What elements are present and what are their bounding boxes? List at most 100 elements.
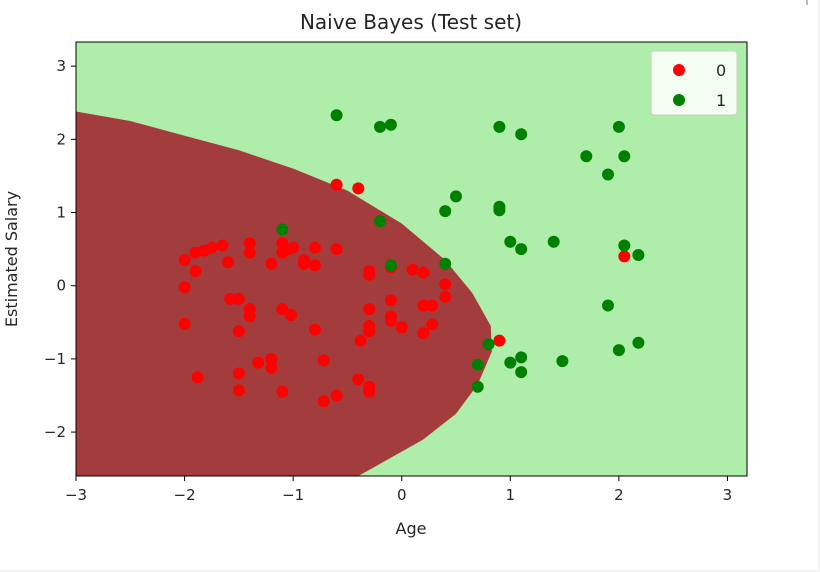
data-point-class-0 <box>224 292 237 305</box>
data-point-class-0 <box>308 241 321 254</box>
data-point-class-1 <box>504 356 517 369</box>
resize-grip-icon <box>796 0 808 5</box>
data-point-class-1 <box>612 344 625 357</box>
data-point-class-0 <box>406 263 419 276</box>
data-point-class-0 <box>189 265 202 278</box>
legend: 0 1 <box>650 50 738 116</box>
data-point-class-0 <box>417 299 430 312</box>
x-tick-label: 1 <box>506 486 516 504</box>
y-tick-label: 3 <box>56 57 66 75</box>
legend-marker-class-0 <box>673 64 685 76</box>
x-tick-label: 2 <box>614 486 624 504</box>
data-point-class-1 <box>632 336 645 349</box>
data-point-class-0 <box>439 290 452 303</box>
window-top-strip <box>0 0 820 8</box>
data-point-class-1 <box>493 204 506 217</box>
data-point-class-0 <box>205 241 218 254</box>
data-point-class-1 <box>493 120 506 133</box>
data-point-class-0 <box>191 371 204 384</box>
legend-label-class-1: 1 <box>716 91 726 110</box>
y-tick-label: −2 <box>44 423 66 441</box>
chart-title: Naive Bayes (Test set) <box>300 10 522 34</box>
data-point-class-1 <box>384 259 397 272</box>
data-point-class-0 <box>298 257 310 270</box>
legend-box <box>650 50 738 116</box>
data-point-class-1 <box>330 109 343 122</box>
data-point-class-0 <box>178 317 191 330</box>
data-point-class-0 <box>243 310 256 323</box>
data-point-class-0 <box>265 257 278 270</box>
data-point-class-0 <box>265 352 278 365</box>
data-point-class-0 <box>384 314 397 327</box>
x-tick-label: 0 <box>397 486 407 504</box>
data-point-class-1 <box>504 235 517 248</box>
data-point-class-1 <box>547 235 560 248</box>
data-point-class-1 <box>439 205 452 218</box>
data-point-class-0 <box>243 246 256 259</box>
data-point-class-0 <box>276 385 289 398</box>
data-point-class-1 <box>374 215 386 228</box>
data-point-class-1 <box>471 358 484 371</box>
data-point-class-1 <box>602 168 614 181</box>
data-point-class-0 <box>287 241 300 254</box>
data-point-class-1 <box>556 355 569 368</box>
data-point-class-0 <box>439 278 452 291</box>
data-point-class-0 <box>352 373 365 386</box>
data-point-class-1 <box>515 366 528 379</box>
data-point-class-1 <box>632 249 645 261</box>
data-point-class-1 <box>618 150 631 163</box>
legend-label-class-0: 0 <box>716 61 726 80</box>
x-tick-label: −3 <box>65 486 87 504</box>
data-point-class-0 <box>308 323 321 336</box>
data-point-class-1 <box>439 257 452 270</box>
plot-frame <box>75 41 748 477</box>
data-point-class-0 <box>330 389 343 402</box>
data-point-class-0 <box>178 281 191 294</box>
y-tick-label: 1 <box>56 204 66 222</box>
data-point-class-0 <box>363 325 376 338</box>
data-point-class-0 <box>417 327 430 340</box>
class-0-region <box>76 111 492 476</box>
data-point-class-0 <box>308 259 321 272</box>
data-point-class-0 <box>216 239 229 252</box>
data-point-class-0 <box>426 318 439 331</box>
x-tick-label: 3 <box>723 486 733 504</box>
y-axis-ticks: −2 −1 0 1 2 3 <box>44 57 76 441</box>
data-point-class-0 <box>276 303 289 316</box>
y-tick-label: 0 <box>56 277 66 295</box>
data-point-class-0 <box>317 354 330 367</box>
data-point-class-0 <box>232 384 245 397</box>
data-point-class-0 <box>354 334 367 347</box>
data-point-class-1 <box>515 128 528 141</box>
data-point-class-0 <box>222 256 234 269</box>
data-point-class-0 <box>352 182 365 195</box>
data-points <box>178 109 645 408</box>
data-point-class-0 <box>330 178 343 191</box>
data-point-class-0 <box>232 292 245 305</box>
y-axis-label: Estimated Salary <box>2 191 21 327</box>
data-point-class-0 <box>618 250 631 263</box>
data-point-class-1 <box>602 299 614 312</box>
data-point-class-1 <box>374 120 386 133</box>
data-point-class-1 <box>384 118 397 131</box>
data-point-class-0 <box>178 254 191 267</box>
data-point-class-0 <box>426 299 439 312</box>
data-point-class-1 <box>618 239 631 252</box>
data-point-class-0 <box>265 361 278 374</box>
data-point-class-1 <box>580 150 593 163</box>
data-point-class-1 <box>471 380 484 393</box>
data-point-class-1 <box>612 120 625 133</box>
data-point-class-0 <box>395 321 408 334</box>
data-point-class-1 <box>276 223 289 236</box>
y-tick-label: −1 <box>44 350 66 368</box>
data-point-class-0 <box>493 334 506 347</box>
x-tick-label: −2 <box>174 486 196 504</box>
data-point-class-0 <box>317 395 330 408</box>
data-point-class-0 <box>384 294 397 307</box>
data-point-class-1 <box>515 243 528 256</box>
data-point-class-0 <box>243 237 256 250</box>
data-point-class-0 <box>232 367 245 380</box>
data-point-class-0 <box>417 266 430 279</box>
